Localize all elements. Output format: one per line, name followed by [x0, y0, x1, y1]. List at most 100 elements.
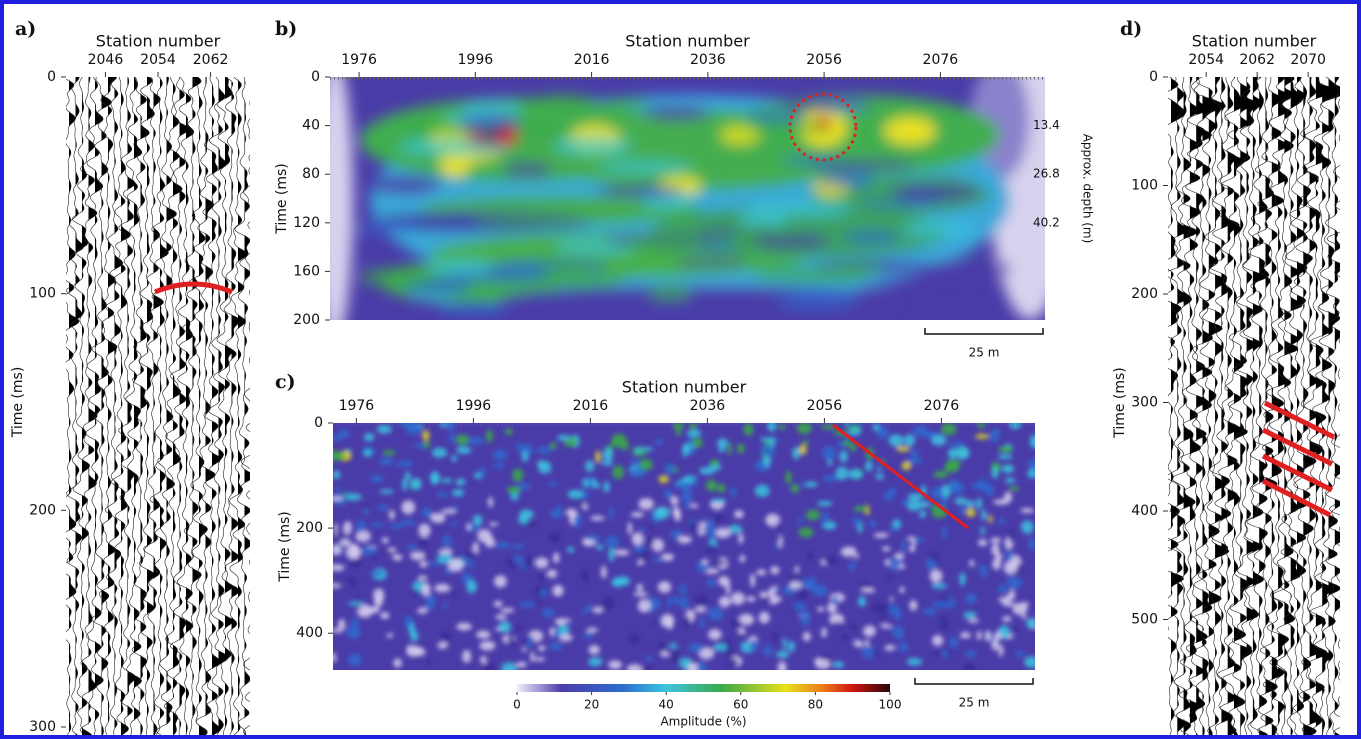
- heat-blob: [978, 539, 987, 546]
- heat-blob: [890, 597, 894, 601]
- heat-blob: [654, 439, 662, 445]
- x-tick-label: 2054: [140, 52, 176, 68]
- heat-blob: [522, 647, 527, 652]
- y-axis-title: Time (ms): [1112, 367, 1128, 439]
- heat-blob: [450, 432, 455, 445]
- heat-blob: [860, 588, 875, 593]
- heat-blob: [968, 619, 980, 623]
- y-tick-label: 200: [293, 312, 320, 328]
- heat-blob: [1005, 549, 1012, 563]
- heat-blob: [963, 612, 976, 619]
- colorbar-title: Amplitude (%): [660, 715, 746, 729]
- heat-blob: [889, 527, 896, 532]
- heat-blob: [773, 631, 778, 644]
- heat-blob: [410, 551, 425, 560]
- heat-blob: [893, 630, 904, 639]
- heat-blob: [885, 559, 890, 566]
- heat-blob: [327, 436, 343, 441]
- heat-blob: [841, 547, 857, 557]
- heat-blob: [843, 440, 852, 446]
- heat-blob: [739, 555, 745, 563]
- heat-blob: [421, 508, 432, 518]
- heat-blob: [880, 614, 885, 621]
- x-tick-label: 2070: [1290, 52, 1326, 68]
- heat-blob: [933, 601, 949, 608]
- heat-blob: [734, 510, 744, 518]
- panel-image: [317, 40, 1070, 340]
- heat-blob: [706, 544, 717, 554]
- heat-blob: [612, 436, 617, 448]
- heat-blob: [537, 597, 542, 607]
- heat-blob: [798, 527, 813, 537]
- heat-blob: [930, 569, 943, 582]
- heat-blob: [812, 585, 827, 596]
- heat-blob: [797, 518, 803, 523]
- heat-blob: [865, 461, 873, 471]
- heat-blob: [707, 578, 715, 587]
- heat-blob: [975, 434, 989, 439]
- heat-blob: [364, 433, 375, 441]
- heat-blob: [430, 471, 440, 484]
- heat-blob: [351, 619, 359, 628]
- heat-blob: [582, 569, 589, 583]
- heat-blob: [667, 597, 672, 607]
- heat-blob: [418, 524, 430, 538]
- heat-blob: [631, 467, 644, 477]
- heat-blob: [417, 608, 428, 614]
- heat-blob: [778, 425, 786, 430]
- heat-blob: [456, 446, 471, 453]
- heat-blob: [745, 111, 807, 122]
- heat-blob: [1011, 626, 1019, 631]
- y-tick-label: 300: [1131, 395, 1158, 411]
- trace: [224, 77, 240, 735]
- heat-blob: [329, 564, 344, 571]
- heat-blob: [466, 523, 471, 531]
- trace-fill: [1322, 77, 1345, 735]
- heat-blob: [635, 446, 641, 454]
- heat-blob: [386, 633, 393, 637]
- heat-blob: [594, 483, 600, 488]
- heat-blob: [831, 622, 844, 627]
- heat-blob: [559, 634, 572, 641]
- heat-blob: [737, 211, 786, 229]
- heat-blob: [640, 527, 644, 533]
- heat-blob: [942, 527, 947, 540]
- heat-blob: [711, 499, 726, 504]
- heat-blob: [456, 434, 470, 445]
- y-tick-label: 500: [1131, 612, 1158, 628]
- heat-blob: [1012, 603, 1027, 615]
- heat-blob: [890, 557, 901, 570]
- trace-fill: [245, 77, 254, 735]
- y-axis-title: Time (ms): [277, 511, 293, 583]
- heat-blob: [817, 501, 832, 506]
- heat-blob: [737, 444, 745, 454]
- heat-blob: [465, 563, 475, 568]
- heat-blob: [437, 492, 448, 498]
- heat-blob: [507, 486, 521, 493]
- heat-blob: [423, 441, 430, 449]
- panel-label: d): [1120, 18, 1142, 40]
- heat-blob: [900, 586, 905, 593]
- heat-blob: [743, 423, 753, 435]
- heat-blob: [331, 545, 342, 555]
- heat-blob: [530, 651, 534, 662]
- heat-blob: [538, 464, 551, 474]
- heat-blob: [615, 550, 629, 556]
- heat-blob: [471, 437, 483, 444]
- heat-blob: [981, 510, 987, 521]
- heat-blob: [631, 512, 644, 517]
- heat-blob: [713, 560, 727, 564]
- heat-blob: [1024, 656, 1040, 667]
- heat-blob: [653, 557, 661, 563]
- heat-blob: [832, 595, 838, 605]
- heat-blob: [998, 597, 1010, 603]
- heat-blob: [708, 629, 721, 640]
- heat-blob: [333, 470, 341, 479]
- heat-blob: [992, 467, 999, 479]
- y-tick-label: 100: [29, 286, 56, 302]
- y-tick-label: 120: [293, 215, 320, 231]
- heat-blob: [514, 124, 561, 139]
- heat-blob: [458, 113, 521, 131]
- figure: a)Station number2046205420620100200300Ti…: [0, 0, 1361, 739]
- heat-blob: [380, 490, 395, 494]
